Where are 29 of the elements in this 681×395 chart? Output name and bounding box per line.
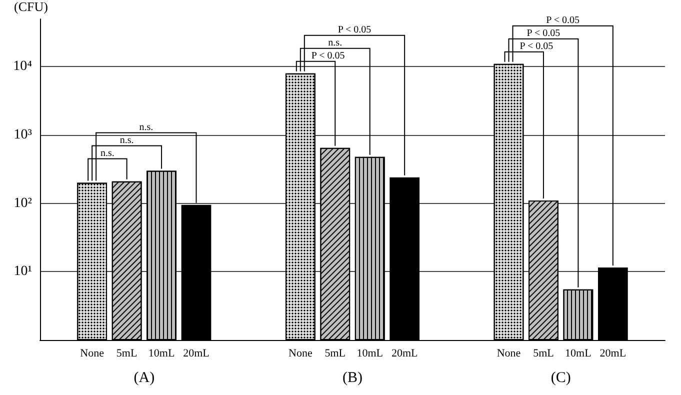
annotation: P < 0.05 (526, 28, 560, 39)
text: (C) (550, 370, 571, 386)
y-tick-label: 10³ (14, 128, 32, 143)
x-tick-label: 10mL (565, 348, 592, 360)
annotation: P < 0.05 (520, 40, 554, 52)
annotation: n.s. (328, 37, 342, 48)
annotation: n.s. (100, 148, 114, 159)
text: (B) (342, 370, 362, 386)
x-tick-label: None (496, 348, 521, 360)
x-tick-label: None (80, 348, 104, 360)
x-tick-label: 20mL (183, 348, 210, 360)
y-tick-label: 10⁴ (13, 59, 32, 74)
y-tick-label: 10¹ (14, 264, 32, 280)
x-tick-label: 5mL (324, 348, 346, 360)
x-tick-label: 10mL (356, 348, 384, 360)
x-tick-label: 5mL (533, 348, 554, 360)
x-tick-label: 20mL (600, 348, 626, 360)
annotation: n.s. (120, 134, 134, 146)
x-tick-label: 5mL (116, 348, 138, 360)
x-tick-label: None (288, 348, 312, 360)
annotation: n.s. (139, 122, 154, 133)
annotation: P < 0.05 (311, 50, 345, 62)
x-tick-label: 10mL (148, 348, 175, 360)
annotation: P < 0.05 (546, 14, 580, 26)
annotation: P < 0.05 (338, 24, 372, 36)
x-tick-label: 20mL (391, 348, 418, 360)
y-tick-label: 10² (14, 196, 32, 211)
text: (A) (134, 370, 155, 386)
y-axis-title: (CFU) (14, 0, 48, 14)
